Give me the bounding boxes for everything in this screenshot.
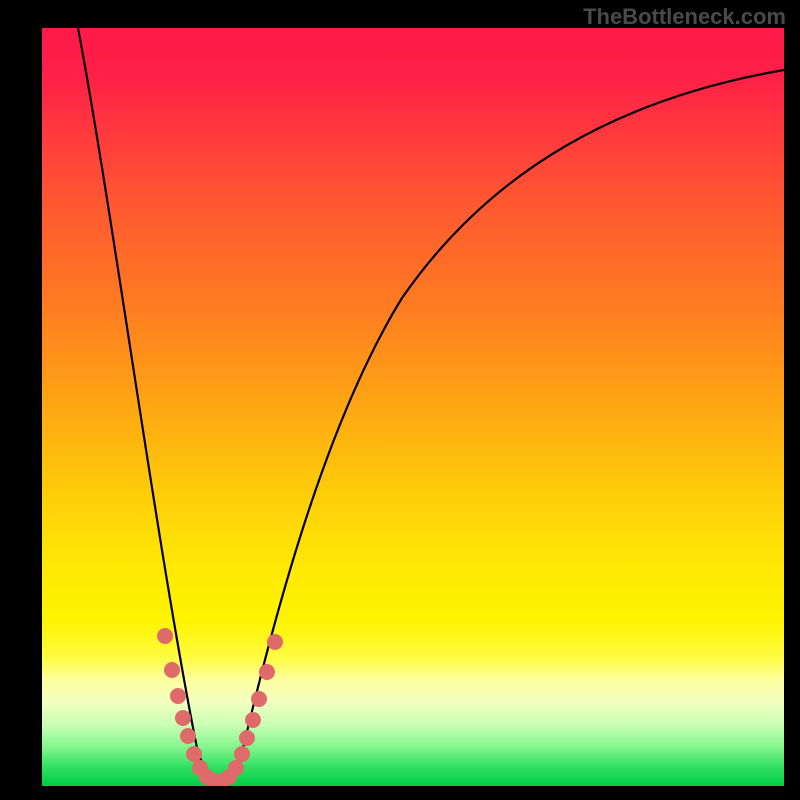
marker-point [175,710,191,726]
marker-point [239,730,255,746]
marker-point [259,664,275,680]
bottleneck-curve-1 [78,28,220,780]
marker-point [234,746,250,762]
bottleneck-curve-2 [220,70,784,780]
plot-area [42,28,784,786]
marker-point [164,662,180,678]
marker-point [180,728,196,744]
marker-point [186,746,202,762]
marker-point [228,760,244,776]
marker-point [267,634,283,650]
curve-overlay [42,28,784,786]
watermark-text: TheBottleneck.com [583,4,786,30]
marker-point [251,691,267,707]
chart-container: TheBottleneck.com [0,0,800,800]
marker-point [245,712,261,728]
marker-point [157,628,173,644]
marker-point [170,688,186,704]
